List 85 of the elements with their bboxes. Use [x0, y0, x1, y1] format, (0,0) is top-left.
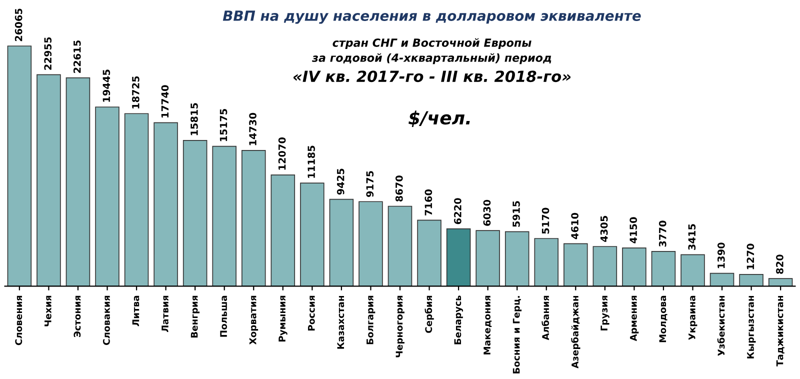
- bar: [564, 243, 588, 286]
- bar: [622, 247, 646, 286]
- x-tick-label: Грузия: [600, 296, 610, 330]
- x-tick-label: Македония: [484, 296, 492, 354]
- bar: [768, 278, 793, 286]
- data-label: 11185: [308, 146, 315, 178]
- x-tick-label: Литва: [132, 296, 140, 326]
- data-label: 22955: [44, 37, 52, 70]
- data-label: 12070: [278, 137, 286, 170]
- bar: [124, 113, 149, 286]
- bar: [154, 122, 178, 286]
- bar: [95, 106, 120, 286]
- data-label: 820: [776, 254, 784, 274]
- x-tick-label: Таджикистан: [776, 296, 784, 366]
- data-label: 4305: [600, 216, 608, 242]
- data-label: 3770: [658, 220, 666, 247]
- data-label: 5915: [512, 201, 520, 227]
- bar: [739, 274, 764, 286]
- data-label: 8670: [395, 176, 403, 202]
- bar: [651, 250, 676, 286]
- x-tick-label: Сербия: [424, 296, 434, 333]
- bar: [36, 74, 61, 286]
- data-label: 17740: [161, 85, 169, 118]
- data-label: 5170: [542, 208, 550, 234]
- data-label: 4150: [630, 217, 638, 244]
- data-label: 15175: [220, 109, 228, 142]
- x-tick-label: Россия: [308, 296, 315, 331]
- data-label: 3415: [688, 224, 696, 250]
- x-tick-label: Узбекистан: [717, 296, 725, 356]
- x-tick-label: Латвия: [162, 296, 168, 332]
- bar: [242, 150, 266, 286]
- x-tick-label: Словения: [15, 296, 22, 346]
- x-tick-label: Румыния: [278, 296, 288, 342]
- x-tick-label: Черногория: [396, 296, 404, 358]
- x-tick-label: Венгрия: [190, 296, 200, 338]
- data-label: 18725: [132, 76, 140, 108]
- data-label: 14730: [249, 112, 256, 146]
- x-tick-label: Кыргызстан: [747, 296, 756, 358]
- chart-title: ВВП на душу населения в долларовом эквиваленте: [222, 10, 641, 24]
- bar: [329, 198, 354, 286]
- bar: [388, 206, 412, 286]
- x-tick-label: Хорватия: [249, 296, 258, 345]
- bar: [358, 201, 383, 286]
- bar: [212, 146, 236, 286]
- data-label: 22615: [73, 40, 81, 73]
- bar: [270, 174, 296, 286]
- data-label: 6220: [454, 198, 462, 224]
- data-label: 19445: [102, 70, 110, 102]
- annotation: «IV кв. 2017-го - III кв. 2018-го»: [293, 70, 571, 82]
- x-tick-label: Беларусь: [454, 296, 463, 344]
- data-label: 1270: [746, 244, 754, 270]
- bar: [182, 140, 208, 286]
- x-tick-label: Чехия: [44, 296, 52, 326]
- x-tick-label: Казахстан: [337, 296, 344, 349]
- x-tick-label: Молдова: [659, 296, 668, 342]
- bar: [446, 228, 471, 286]
- bar: [300, 182, 324, 286]
- x-tick-label: Болгария: [366, 296, 376, 344]
- annotation: $/чел.: [408, 110, 470, 128]
- x-tick-label: Словакия: [102, 296, 110, 345]
- bar: [504, 231, 530, 286]
- x-tick-label: Азербайджан: [571, 296, 580, 368]
- data-label: 26065: [14, 8, 22, 42]
- data-label: 7160: [424, 189, 432, 216]
- data-label: 15815: [190, 103, 198, 136]
- data-label: 6030: [483, 200, 491, 226]
- x-tick-label: Армения: [630, 296, 639, 342]
- bar: [7, 46, 32, 286]
- data-label: 1390: [717, 242, 725, 268]
- bar: [476, 230, 500, 286]
- bar: [534, 238, 558, 286]
- chart-subtitle: стран СНГ и Восточной Европы за годовой (4-хквартальный) период: [312, 38, 552, 64]
- x-tick-label: Босния и Герц.: [512, 296, 522, 374]
- x-tick-label: Польша: [220, 296, 228, 337]
- bar: [680, 254, 705, 286]
- bar: [417, 220, 442, 286]
- data-label: 9175: [366, 171, 374, 197]
- x-tick-label: Украина: [688, 296, 698, 340]
- bar: [710, 272, 734, 286]
- bar: [66, 77, 90, 286]
- data-label: 4610: [571, 212, 578, 240]
- x-tick-label: Албания: [542, 296, 550, 340]
- bar: [592, 246, 618, 286]
- x-tick-label: Эстония: [74, 296, 81, 337]
- data-label: 9425: [336, 168, 344, 195]
